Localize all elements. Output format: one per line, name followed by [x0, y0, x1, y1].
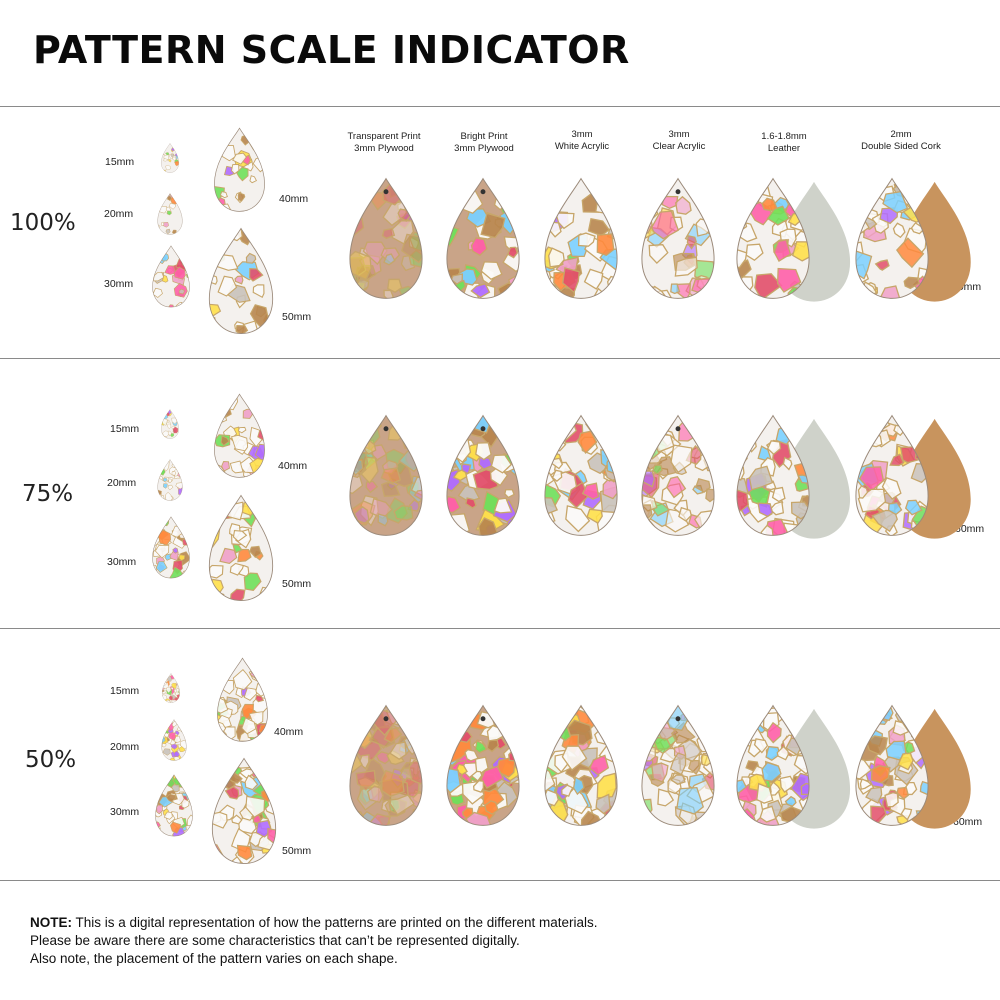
material-swatch-5 [855, 414, 971, 539]
scale-label: 100% [10, 210, 76, 236]
note-line-1-text: This is a digital representation of how … [72, 915, 598, 930]
size-label-50mm: 50mm [282, 578, 312, 590]
divider [0, 880, 1000, 881]
sample-drop-50mm [211, 757, 277, 864]
divider [0, 628, 1000, 629]
material-line1: 3mm [571, 129, 593, 140]
material-header-cork: 2mm Double Sided Cork [841, 129, 961, 153]
size-label-20mm: 20mm [110, 741, 140, 753]
sample-drop-30mm [152, 245, 190, 308]
material-header-bright-plywood: Bright Print 3mm Plywood [424, 131, 544, 155]
note-line-3: Also note, the placement of the pattern … [30, 951, 398, 966]
material-line1: Transparent Print [347, 131, 421, 142]
size-label-60mm: 60mm [955, 523, 985, 535]
scale-section-75: 75% 15mm 20mm 30mm 40mm 50mm 60mm [0, 359, 1000, 628]
note-line-1: NOTE: This is a digital representation o… [30, 914, 970, 932]
sample-drop-40mm [217, 657, 268, 742]
size-label-15mm: 15mm [110, 685, 140, 697]
note-text: NOTE: This is a digital representation o… [30, 914, 970, 968]
material-swatch-4 [736, 177, 851, 302]
material-swatch-0 [349, 177, 423, 299]
size-label-20mm: 20mm [107, 477, 137, 489]
scale-section-100: 100% 15mm 20mm 30mm 40mm 50mm 60mm [0, 107, 1000, 358]
divider [0, 106, 1000, 107]
material-header-clear-acrylic: 3mm Clear Acrylic [619, 129, 739, 153]
sample-drop-15mm [161, 409, 179, 439]
size-label-30mm: 30mm [110, 806, 140, 818]
material-line2: Clear Acrylic [652, 141, 706, 152]
material-line1: Bright Print [460, 131, 508, 142]
sample-drop-20mm [161, 719, 187, 761]
material-swatch-4 [736, 414, 851, 539]
sample-drop-15mm [162, 673, 180, 703]
note-lead: NOTE: [30, 915, 72, 930]
material-line2: White Acrylic [554, 141, 610, 152]
material-swatch-2 [544, 704, 618, 826]
material-line2: 3mm Plywood [354, 143, 414, 154]
note-line-2: Please be aware there are some character… [30, 933, 520, 948]
size-label-50mm: 50mm [282, 845, 312, 857]
sample-drop-20mm [157, 193, 183, 235]
material-swatch-1 [446, 414, 520, 536]
page-title: PATTERN SCALE INDICATOR [33, 28, 630, 72]
sample-drop-15mm [161, 143, 179, 173]
sample-drop-40mm [214, 127, 265, 212]
scale-section-50: 50% 15mm 20mm 30mm 40mm 50mm 60mm [0, 629, 1000, 880]
material-swatch-5 [855, 177, 971, 302]
size-label-20mm: 20mm [104, 208, 134, 220]
material-swatch-3 [641, 704, 715, 826]
sample-drop-40mm [214, 393, 265, 478]
material-line2: 3mm Plywood [454, 143, 514, 154]
size-label-30mm: 30mm [104, 278, 134, 290]
size-label-40mm: 40mm [279, 193, 309, 205]
divider [0, 358, 1000, 359]
material-line2: Double Sided Cork [861, 141, 941, 152]
material-swatch-4 [736, 704, 851, 829]
scale-label: 75% [22, 481, 74, 507]
material-swatch-1 [446, 177, 520, 299]
material-swatch-5 [855, 704, 971, 829]
sample-drop-30mm [155, 774, 193, 837]
sample-drop-50mm [208, 227, 274, 334]
size-label-30mm: 30mm [107, 556, 137, 568]
material-header-transparent-plywood: Transparent Print 3mm Plywood [324, 131, 444, 155]
material-swatch-2 [544, 414, 618, 536]
material-line2: Leather [767, 143, 801, 154]
size-label-60mm: 60mm [953, 816, 983, 828]
material-line1: 1.6-1.8mm [761, 131, 807, 142]
size-label-15mm: 15mm [110, 423, 140, 435]
size-label-50mm: 50mm [282, 311, 312, 323]
material-swatch-1 [446, 704, 520, 826]
material-swatch-0 [349, 414, 423, 536]
material-swatch-3 [641, 177, 715, 299]
material-swatch-0 [349, 704, 423, 826]
scale-label: 50% [25, 747, 77, 773]
sample-drop-30mm [152, 516, 190, 579]
material-header-white-acrylic: 3mm White Acrylic [522, 129, 642, 153]
size-label-40mm: 40mm [274, 726, 304, 738]
size-label-15mm: 15mm [105, 156, 135, 168]
sample-drop-50mm [208, 494, 274, 601]
size-label-40mm: 40mm [278, 460, 308, 472]
sample-drop-20mm [157, 459, 183, 501]
material-line1: 3mm [668, 129, 690, 140]
material-swatch-3 [641, 414, 715, 536]
material-line1: 2mm [890, 129, 912, 140]
material-swatch-2 [544, 177, 618, 299]
material-header-leather: 1.6-1.8mm Leather [724, 131, 844, 155]
